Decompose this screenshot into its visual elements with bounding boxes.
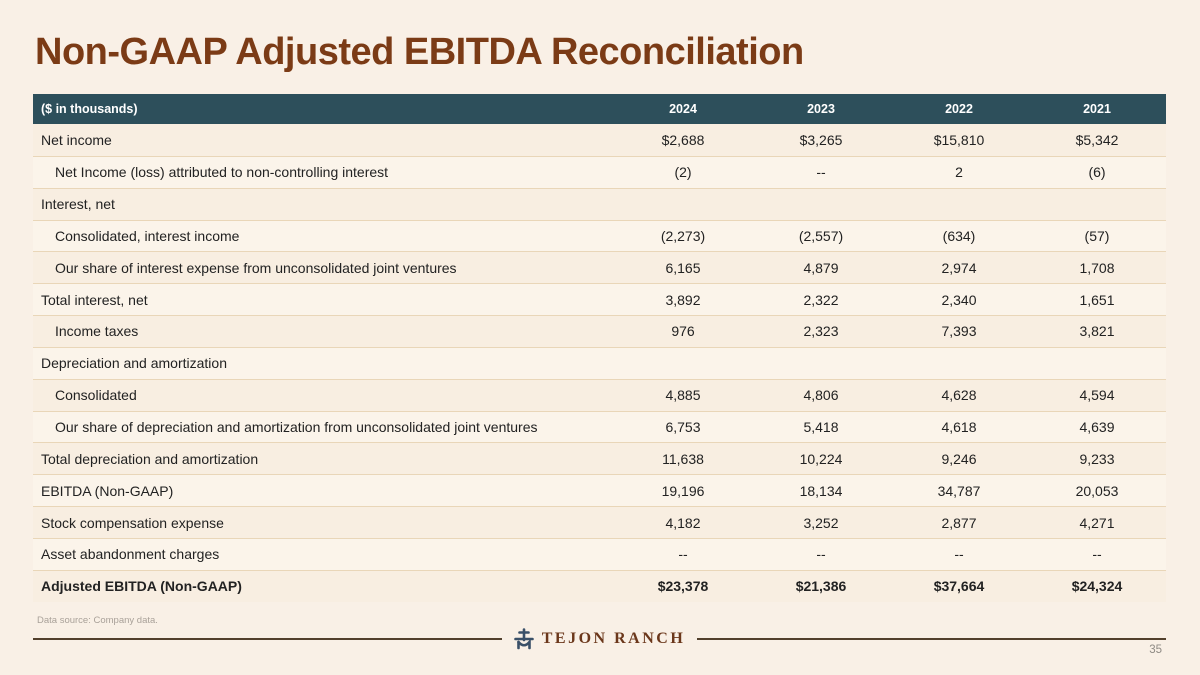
footer: TEJON RANCH: [33, 628, 1167, 650]
cell-value: $21,386: [795, 578, 847, 595]
cell-value: (2): [674, 164, 692, 181]
cell-value: $24,324: [1071, 578, 1123, 595]
cell-value: 4,594: [1079, 387, 1115, 404]
cell-value: 2,974: [941, 259, 977, 276]
cell-value: 4,806: [803, 387, 839, 404]
cell-value: 20,053: [1075, 482, 1119, 499]
table-row: Consolidated 4,885 4,806 4,628 4,594: [33, 378, 1166, 411]
cell-value: 2,340: [941, 291, 977, 308]
data-source-footnote: Data source: Company data.: [37, 615, 158, 626]
table-header-year: 2023: [807, 102, 835, 116]
row-label: Consolidated: [55, 387, 137, 404]
footer-rule-right: [697, 638, 1167, 640]
row-label: Net Income (loss) attributed to non-cont…: [55, 164, 389, 181]
cell-value: $23,378: [657, 578, 709, 595]
cell-value: (2,273): [660, 227, 706, 244]
cell-value: 2: [955, 164, 963, 181]
cell-value: --: [678, 546, 688, 563]
table-row: Consolidated, interest income (2,273) (2,5…: [33, 219, 1166, 252]
cell-value: $3,265: [799, 131, 843, 148]
cell-value: 3,252: [803, 514, 839, 531]
row-label: Our share of depreciation and amortizati…: [55, 419, 538, 436]
table-row: Our share of depreciation and amortizati…: [33, 410, 1166, 443]
cell-value: 19,196: [661, 482, 705, 499]
cell-value: (57): [1084, 227, 1110, 244]
cell-value: --: [954, 546, 964, 563]
table-row: Income taxes 976 2,323 7,393 3,821: [33, 315, 1166, 347]
row-label: Income taxes: [55, 323, 139, 340]
table-header-year: 2024: [669, 102, 697, 116]
cell-value: 1,708: [1079, 259, 1115, 276]
row-label: Adjusted EBITDA (Non-GAAP): [41, 578, 242, 595]
cell-value: (634): [942, 227, 976, 244]
cell-value: 2,323: [803, 323, 839, 340]
cell-value: $5,342: [1075, 131, 1119, 148]
row-label: Depreciation and amortization: [41, 355, 227, 372]
table-body: Net income $2,688 $3,265 $15,810 $5,342 Net I…: [33, 124, 1166, 602]
row-label: Total interest, net: [41, 291, 148, 308]
cell-value: 18,134: [799, 482, 843, 499]
cell-value: $2,688: [661, 131, 705, 148]
cell-value: 976: [671, 323, 695, 340]
row-label: Interest, net: [41, 196, 115, 213]
table-row: Adjusted EBITDA (Non-GAAP) $23,378 $21,386…: [33, 569, 1166, 602]
cell-value: 11,638: [662, 450, 704, 467]
cell-value: 2,877: [941, 514, 977, 531]
cell-value: 10,224: [799, 450, 843, 467]
row-label: Stock compensation expense: [41, 514, 224, 531]
cell-value: $15,810: [933, 131, 985, 148]
cell-value: 4,885: [665, 387, 701, 404]
cell-value: 4,182: [665, 514, 701, 531]
cell-value: 4,618: [941, 419, 977, 436]
cell-value: $37,664: [933, 578, 985, 595]
tejon-ranch-logo: TEJON RANCH: [502, 628, 698, 650]
row-label: Total depreciation and amortization: [41, 450, 259, 467]
cell-value: 9,246: [941, 450, 977, 467]
table-row: Net Income (loss) attributed to non-cont…: [33, 155, 1166, 188]
table-row: Total depreciation and amortization 11,63…: [33, 442, 1166, 475]
table-row: Interest, net: [33, 187, 1166, 220]
row-label: EBITDA (Non-GAAP): [41, 482, 174, 499]
table-header-year: 2021: [1083, 102, 1111, 116]
table-row: Our share of interest expense from uncon…: [33, 251, 1166, 284]
page-number: 35: [1149, 644, 1162, 656]
tejon-ranch-brand-icon: [513, 628, 534, 650]
footer-rule-left: [33, 638, 502, 640]
cell-value: 3,892: [665, 291, 701, 308]
cell-value: --: [1092, 546, 1102, 563]
table-row: Total interest, net 3,892 2,322 2,340 1,651: [33, 283, 1166, 316]
cell-value: 9,233: [1079, 450, 1115, 467]
row-label: Our share of interest expense from uncon…: [55, 259, 457, 276]
cell-value: (2,557): [798, 227, 844, 244]
table-header-year: 2022: [945, 102, 973, 116]
cell-value: 1,651: [1079, 291, 1115, 308]
cell-value: (6): [1088, 164, 1106, 181]
row-label: Asset abandonment charges: [41, 546, 220, 563]
cell-value: 2,322: [803, 291, 839, 308]
row-label: Net income: [41, 131, 112, 148]
cell-value: 4,271: [1079, 514, 1115, 531]
cell-value: --: [816, 164, 826, 181]
cell-value: 7,393: [941, 323, 977, 340]
table-row: Depreciation and amortization: [33, 346, 1166, 379]
cell-value: 4,628: [941, 387, 977, 404]
table-header-row: ($ in thousands) 2024 2023 2022 2021: [33, 94, 1166, 124]
table-row: Stock compensation expense 4,182 3,252 2,87…: [33, 506, 1166, 538]
cell-value: 4,879: [803, 259, 839, 276]
page-title: Non-GAAP Adjusted EBITDA Reconciliation: [35, 31, 804, 73]
cell-value: 3,821: [1079, 323, 1115, 340]
table-row: EBITDA (Non-GAAP) 19,196 18,134 34,787 20,05…: [33, 474, 1166, 507]
cell-value: 4,639: [1079, 419, 1115, 436]
cell-value: --: [816, 546, 826, 563]
cell-value: 5,418: [803, 419, 839, 436]
table-row: Net income $2,688 $3,265 $15,810 $5,342: [33, 124, 1166, 156]
table-header-units-label: ($ in thousands): [41, 102, 138, 116]
tejon-ranch-wordmark: TEJON RANCH: [541, 630, 686, 647]
cell-value: 6,753: [665, 419, 701, 436]
ebitda-reconciliation-table: ($ in thousands) 2024 2023 2022 2021 Net…: [33, 94, 1166, 602]
row-label: Consolidated, interest income: [55, 227, 240, 244]
cell-value: 34,787: [937, 482, 981, 499]
table-row: Asset abandonment charges -- -- -- --: [33, 537, 1166, 570]
cell-value: 6,165: [665, 259, 701, 276]
